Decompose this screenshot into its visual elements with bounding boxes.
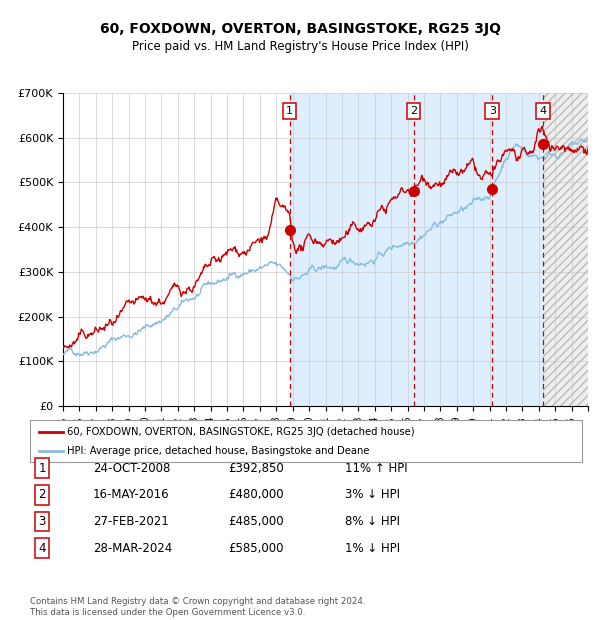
Text: 4: 4 [539, 106, 546, 116]
Text: 60, FOXDOWN, OVERTON, BASINGSTOKE, RG25 3JQ (detached house): 60, FOXDOWN, OVERTON, BASINGSTOKE, RG25 … [67, 427, 415, 436]
Bar [543, 93, 588, 406]
Text: 3% ↓ HPI: 3% ↓ HPI [345, 489, 400, 501]
Text: 16-MAY-2016: 16-MAY-2016 [93, 489, 170, 501]
Text: 60, FOXDOWN, OVERTON, BASINGSTOKE, RG25 3JQ: 60, FOXDOWN, OVERTON, BASINGSTOKE, RG25 … [100, 22, 500, 36]
Bar [543, 93, 588, 406]
Text: Contains HM Land Registry data © Crown copyright and database right 2024.
This d: Contains HM Land Registry data © Crown c… [30, 598, 365, 617]
Text: 3: 3 [38, 515, 46, 528]
Text: 2: 2 [38, 489, 46, 501]
Text: 1% ↓ HPI: 1% ↓ HPI [345, 542, 400, 554]
Text: 8% ↓ HPI: 8% ↓ HPI [345, 515, 400, 528]
Text: 3: 3 [488, 106, 496, 116]
Text: 28-MAR-2024: 28-MAR-2024 [93, 542, 172, 554]
Text: £485,000: £485,000 [228, 515, 284, 528]
Text: 27-FEB-2021: 27-FEB-2021 [93, 515, 169, 528]
Text: HPI: Average price, detached house, Basingstoke and Deane: HPI: Average price, detached house, Basi… [67, 446, 370, 456]
Text: Price paid vs. HM Land Registry's House Price Index (HPI): Price paid vs. HM Land Registry's House … [131, 40, 469, 53]
Text: 11% ↑ HPI: 11% ↑ HPI [345, 462, 407, 474]
Text: 4: 4 [38, 542, 46, 554]
Text: 24-OCT-2008: 24-OCT-2008 [93, 462, 170, 474]
Text: 2: 2 [410, 106, 417, 116]
Text: £392,850: £392,850 [228, 462, 284, 474]
Text: 1: 1 [286, 106, 293, 116]
Text: £585,000: £585,000 [228, 542, 284, 554]
Bar [290, 93, 543, 406]
Text: £480,000: £480,000 [228, 489, 284, 501]
Text: 1: 1 [38, 462, 46, 474]
